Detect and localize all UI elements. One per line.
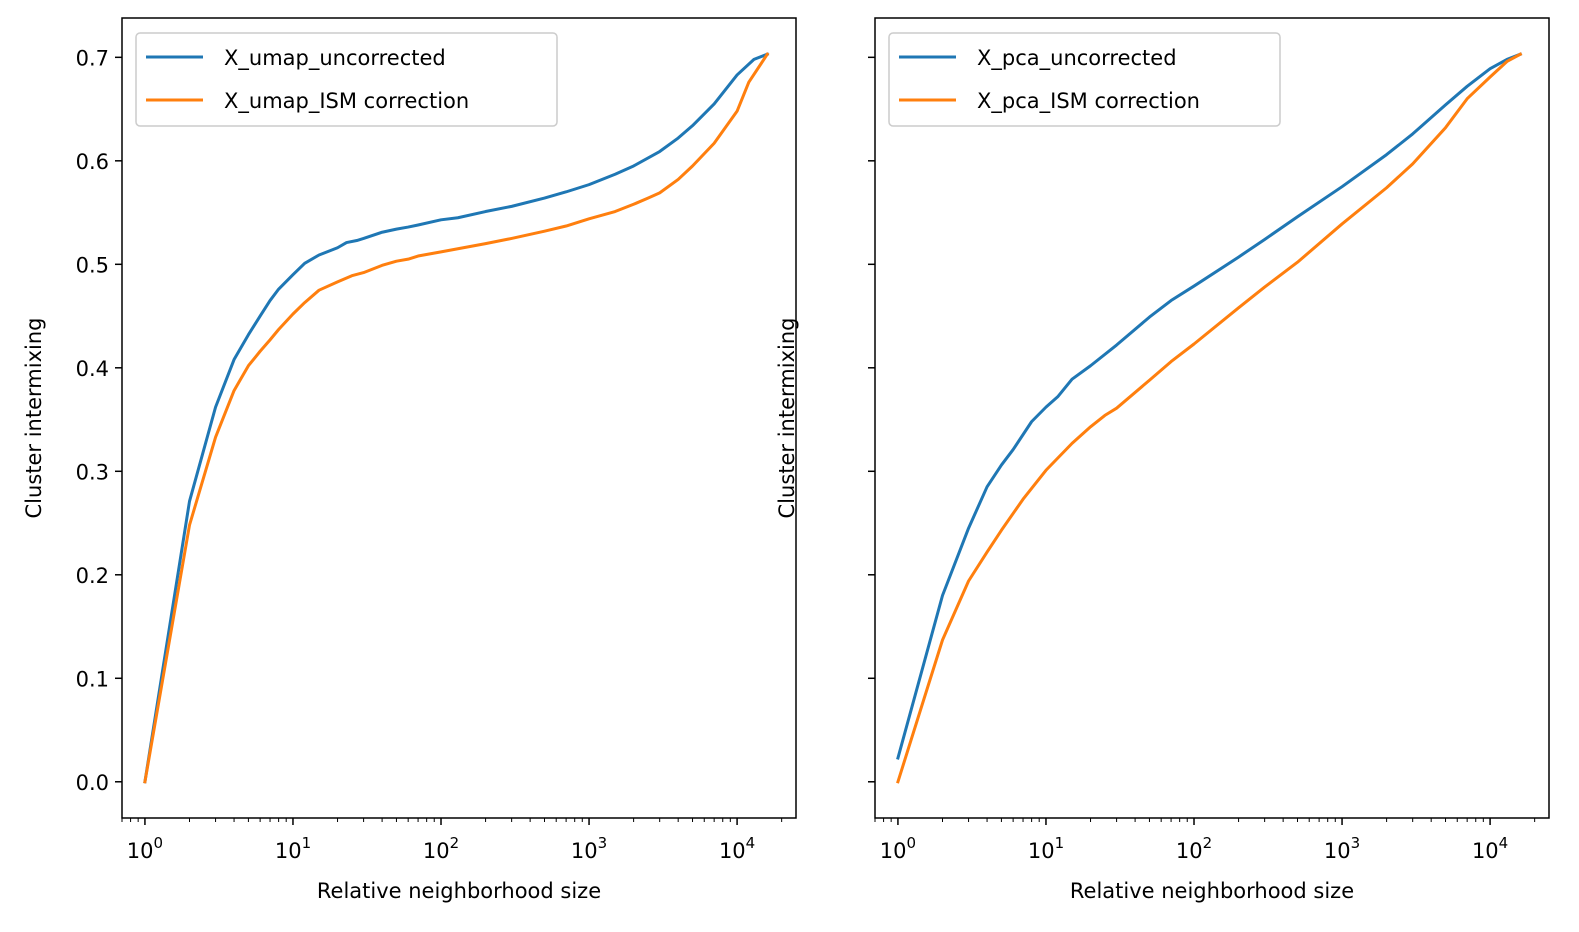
y-tick-label: 0.5 — [76, 253, 109, 277]
y-tick-label: 0.7 — [76, 46, 109, 70]
legend-label-2: X_umap_ISM correction — [224, 89, 469, 114]
x-tick-label: 104 — [1472, 834, 1508, 863]
legend-label-2: X_pca_ISM correction — [977, 89, 1200, 114]
x-axis-label: Relative neighborhood size — [317, 879, 601, 903]
legend-frame — [888, 32, 1281, 127]
legend: X_pca_uncorrected X_pca_ISM correction — [888, 32, 1281, 127]
y-tick-label: 0.3 — [76, 460, 109, 484]
series-line-1 — [143, 52, 770, 784]
x-axis-label: Relative neighborhood size — [1070, 879, 1354, 903]
legend: X_umap_uncorrected X_umap_ISM correction — [135, 32, 558, 127]
x-tick-label: 100 — [127, 834, 163, 863]
x-tick-label: 104 — [719, 834, 755, 863]
right-panel: 100 101 102 103 104 Relative neighborhood siz… — [775, 17, 1550, 903]
x-tick-label: 102 — [1176, 834, 1212, 863]
x-tick-label: 103 — [571, 834, 607, 863]
legend-label-1: X_pca_uncorrected — [977, 46, 1177, 71]
x-tick-label: 101 — [275, 834, 311, 863]
series-line-2 — [143, 52, 770, 784]
y-tick-label: 0.1 — [76, 667, 109, 691]
legend-frame — [135, 32, 558, 127]
series-group — [896, 52, 1523, 784]
y-tick-label: 0.2 — [76, 564, 109, 588]
axes-frame — [874, 17, 1550, 819]
y-tick-label: 0.6 — [76, 150, 109, 174]
y-tick-label: 0.0 — [76, 771, 109, 795]
y-axis-label: Cluster intermixing — [775, 318, 799, 519]
x-tick-label: 103 — [1324, 834, 1360, 863]
y-tick-label: 0.4 — [76, 357, 109, 381]
series-line-1 — [896, 52, 1523, 760]
legend-label-1: X_umap_uncorrected — [224, 46, 446, 71]
x-tick-label: 101 — [1028, 834, 1064, 863]
y-axis-label: Cluster intermixing — [22, 318, 46, 519]
x-tick-label: 102 — [423, 834, 459, 863]
axes-frame — [121, 17, 797, 819]
left-panel: 0.0 0.1 0.2 0.3 0.4 0.5 0.6 0.7 100 101 102 103 104 R… — [22, 17, 797, 903]
series-line-2 — [896, 52, 1523, 784]
x-tick-label: 100 — [880, 834, 916, 863]
series-group — [143, 52, 770, 784]
